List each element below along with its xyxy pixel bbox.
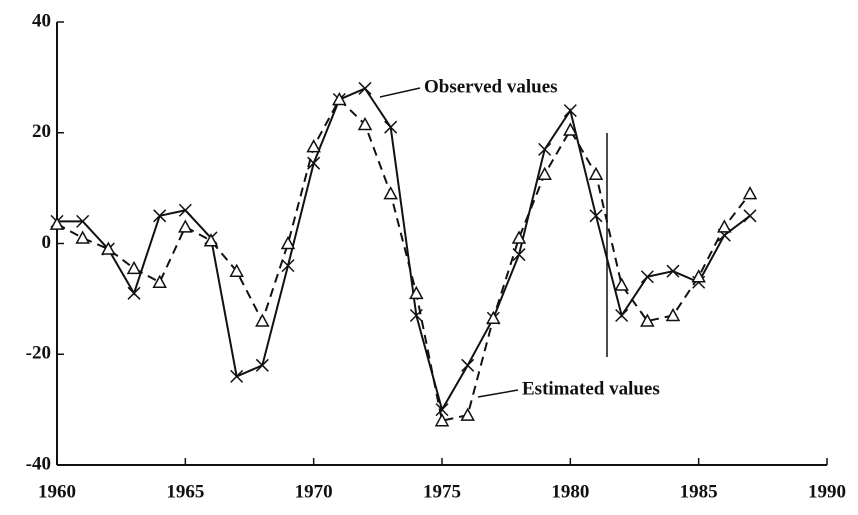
triangle-marker: [460, 407, 475, 421]
triangle-marker: [563, 122, 578, 136]
series-line: [56, 97, 751, 422]
x-marker: [563, 104, 577, 118]
triangle-marker: [101, 241, 116, 255]
triangle-marker: [742, 186, 758, 200]
x-marker: [358, 81, 372, 95]
triangle-marker: [332, 91, 347, 106]
triangle-marker: [152, 274, 167, 289]
triangle-marker: [178, 219, 193, 233]
x-tick-label: 1965: [166, 481, 204, 502]
x-marker: [127, 286, 141, 300]
x-marker: [538, 142, 552, 156]
triangle-marker: [306, 139, 321, 153]
triangle-marker: [434, 413, 450, 427]
y-tick-label: -40: [26, 453, 51, 474]
x-marker: [178, 203, 192, 217]
x-marker: [615, 308, 629, 323]
x-marker: [666, 264, 680, 278]
x-marker: [76, 214, 90, 228]
x-marker: [153, 209, 167, 223]
triangle-marker: [229, 263, 244, 277]
x-tick-label: 1985: [680, 481, 718, 502]
x-tick-label: 1970: [295, 481, 333, 502]
y-tick-label: 20: [32, 121, 51, 142]
triangle-marker: [665, 307, 681, 322]
triangle-marker: [357, 116, 373, 131]
x-marker: [461, 358, 475, 372]
y-tick-label: -20: [26, 343, 51, 364]
triangle-marker: [126, 260, 142, 275]
triangle-marker: [537, 166, 552, 181]
triangle-marker: [280, 235, 296, 250]
triangle-marker: [203, 233, 219, 247]
triangle-marker: [511, 230, 527, 244]
triangle-marker: [75, 230, 90, 244]
x-marker: [255, 358, 269, 372]
y-tick-label: 40: [32, 10, 51, 31]
annotation: Estimated values: [522, 378, 660, 399]
triangle-marker: [614, 277, 629, 291]
x-marker: [435, 403, 449, 417]
triangle-marker: [486, 310, 501, 325]
annotation: Observed values: [424, 76, 558, 97]
triangle-marker: [588, 166, 604, 181]
x-marker: [281, 259, 295, 273]
x-marker: [640, 270, 654, 284]
x-marker: [589, 209, 603, 223]
y-tick-label: 0: [42, 232, 52, 253]
triangle-marker: [255, 313, 270, 327]
x-marker: [743, 209, 757, 223]
x-tick-label: 1975: [423, 481, 461, 502]
x-tick-label: 1960: [38, 481, 76, 502]
triangle-marker: [691, 269, 706, 283]
triangle-marker: [640, 313, 655, 327]
annotation-pointer: [477, 389, 519, 398]
series-line: [57, 87, 751, 413]
triangle-marker: [409, 285, 424, 300]
x-tick-label: 1990: [808, 481, 846, 502]
x-marker: [384, 120, 398, 134]
triangle-marker: [383, 186, 398, 200]
annotation-pointer: [379, 87, 421, 98]
triangle-marker: [717, 219, 732, 233]
x-tick-label: 1980: [551, 481, 589, 502]
triangle-marker: [49, 216, 65, 230]
x-marker: [230, 369, 244, 383]
